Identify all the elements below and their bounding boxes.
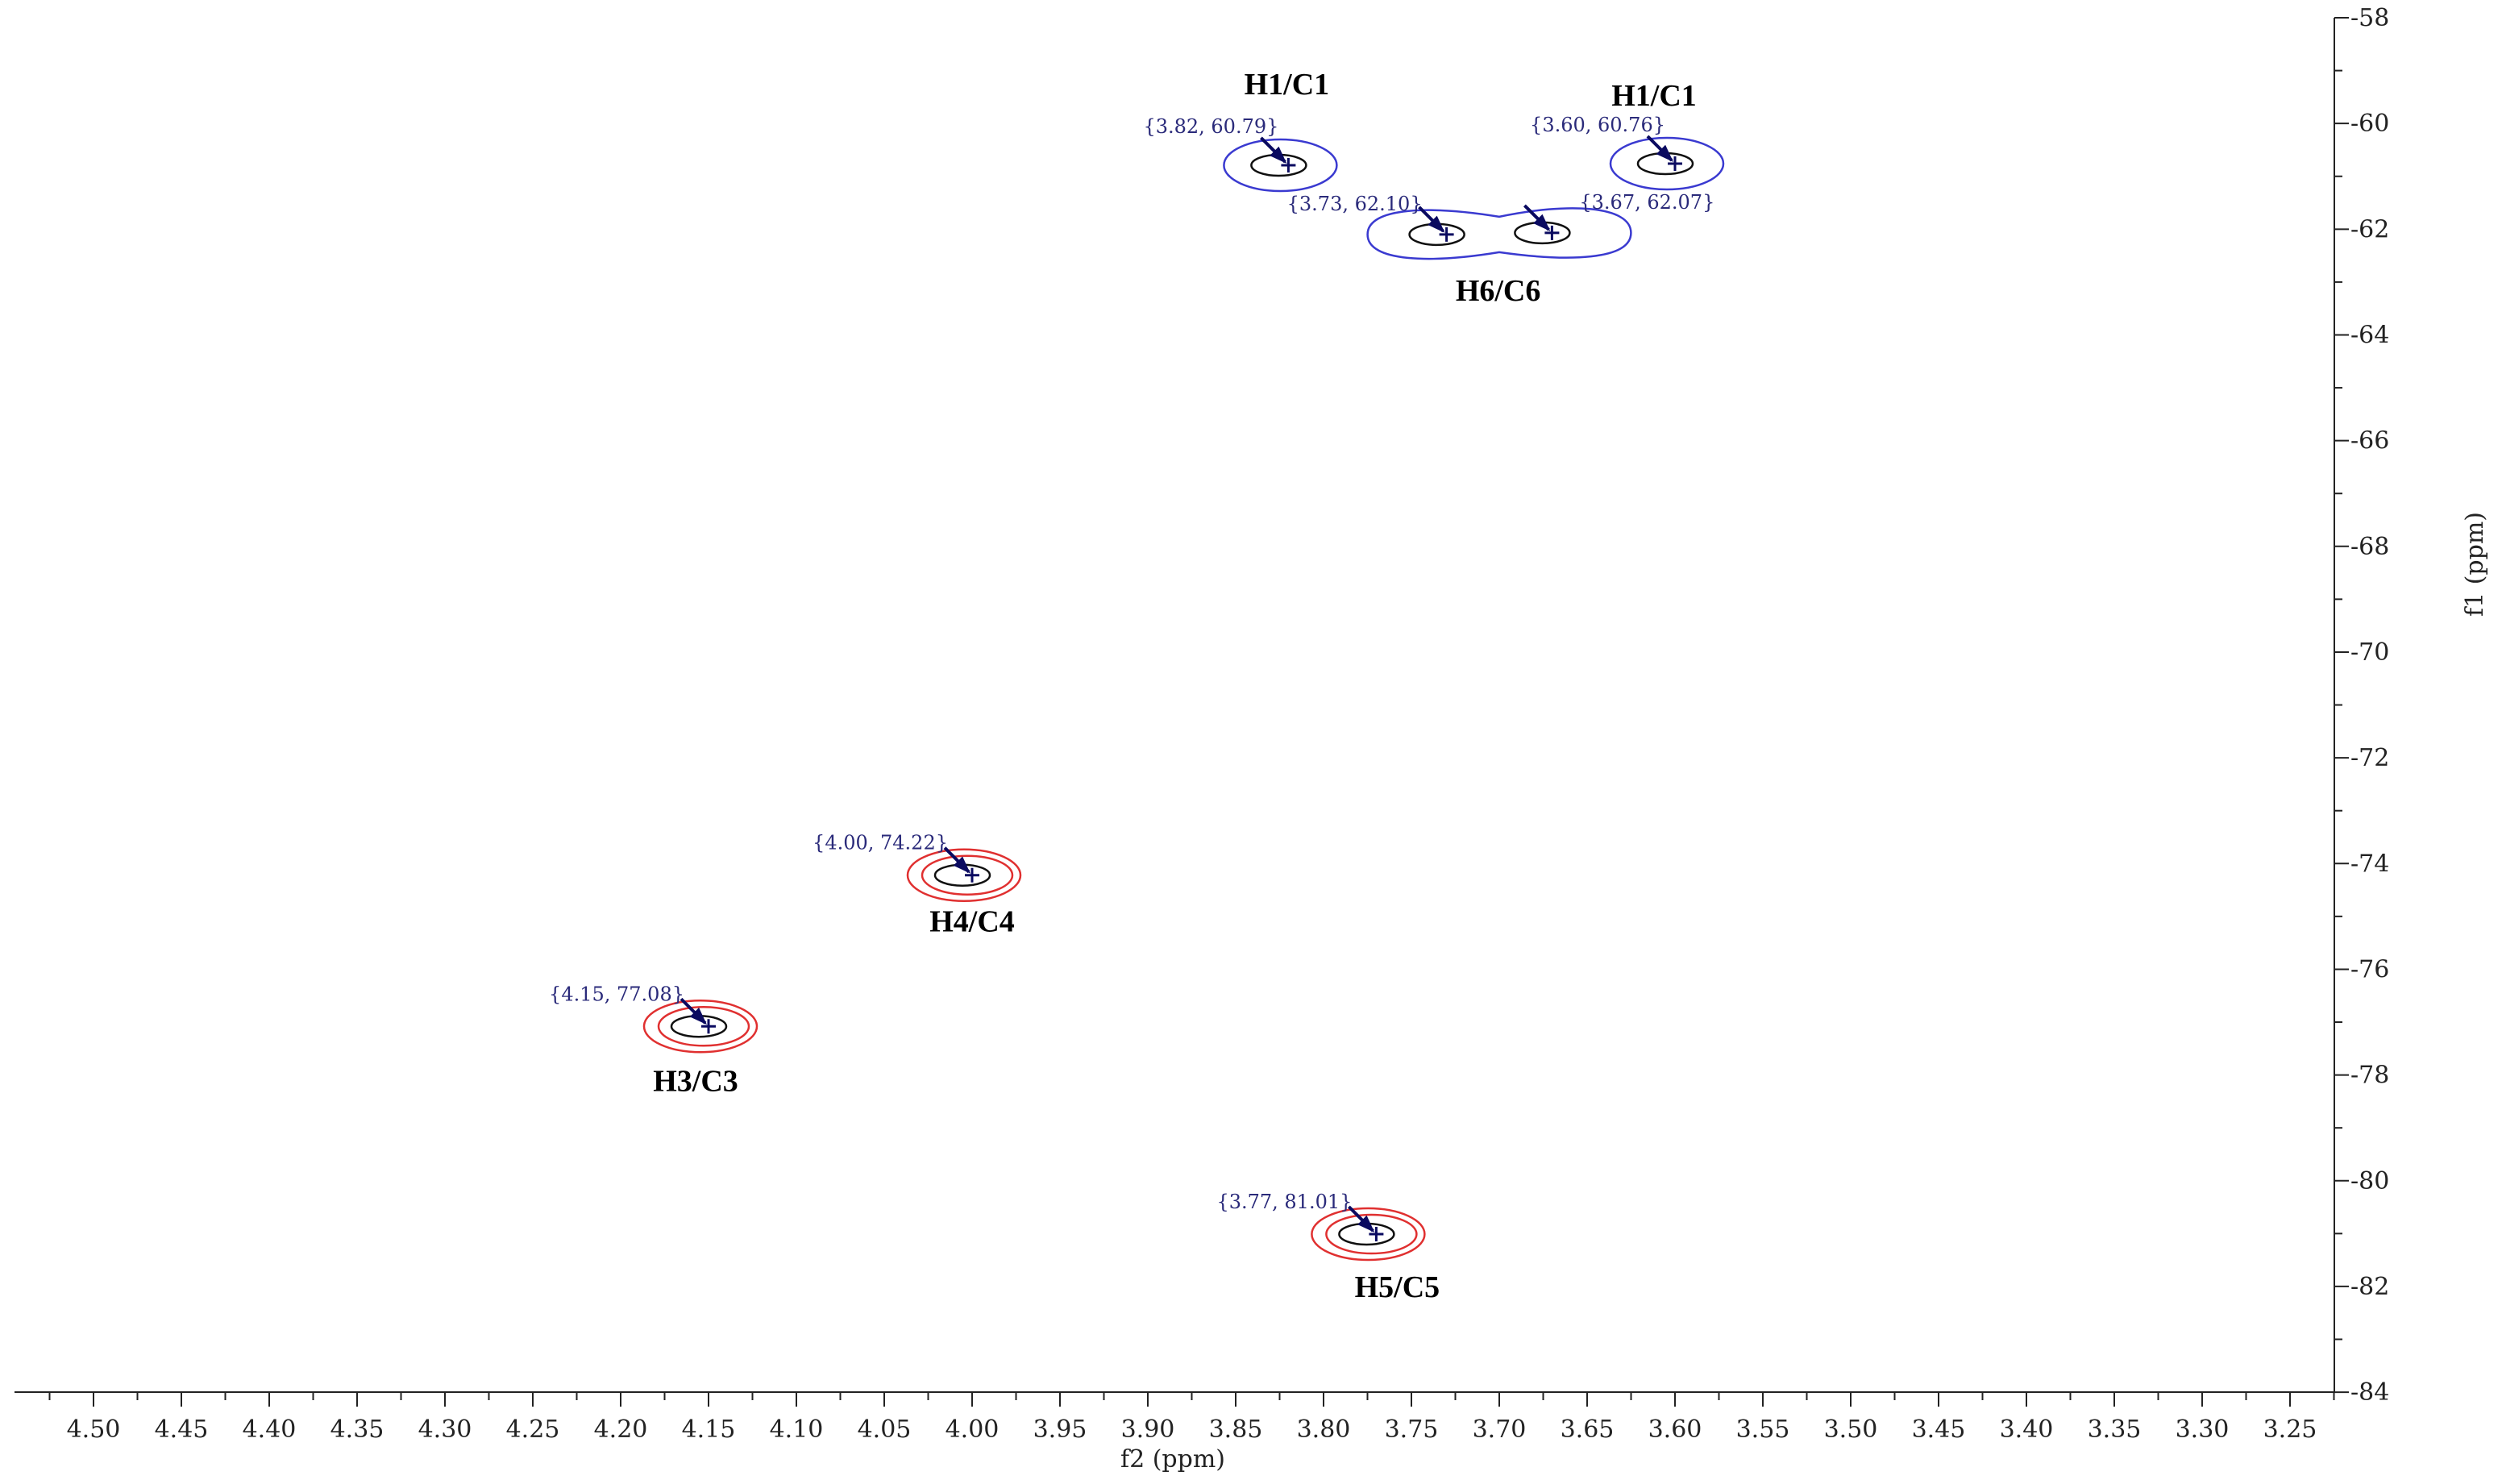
x-tick-label: 3.45 xyxy=(1912,1415,1966,1444)
x-tick-label: 4.10 xyxy=(770,1415,824,1444)
contour-layer xyxy=(642,136,1725,1262)
y-tick-label: -58 xyxy=(2350,4,2389,32)
peak-coordinate-label: {3.73, 62.10} xyxy=(1287,193,1423,215)
contour-middle xyxy=(1325,1213,1418,1255)
peak-coordinate-label: {3.60, 60.76} xyxy=(1530,114,1665,136)
x-tick-label: 4.35 xyxy=(330,1415,384,1444)
x-tick-label: 3.80 xyxy=(1297,1415,1351,1444)
y-tick-label: -80 xyxy=(2350,1167,2389,1195)
peak-coordinate-label: {3.82, 60.79} xyxy=(1143,115,1278,138)
peak-assignment-label: H1/C1 xyxy=(1611,79,1697,113)
peak-assignment-label: H3/C3 xyxy=(653,1064,738,1098)
y-tick-label: -72 xyxy=(2350,744,2389,772)
x-tick-label: 3.85 xyxy=(1209,1415,1263,1444)
contour-middle xyxy=(657,1006,750,1047)
x-tick-label: 4.25 xyxy=(506,1415,560,1444)
y-tick-label: -60 xyxy=(2350,110,2389,138)
x-axis-title: f2 (ppm) xyxy=(1120,1445,1225,1474)
x-tick-label: 3.55 xyxy=(1736,1415,1790,1444)
x-tick-label: 3.75 xyxy=(1385,1415,1439,1444)
contour-outer xyxy=(1311,1207,1426,1262)
x-tick-label: 3.95 xyxy=(1033,1415,1087,1444)
x-axis: 4.50 4.45 4.40 4.35 4.30 4.25 4.20 4.15 4.10 4.05… xyxy=(15,1391,2335,1444)
y-tick-label: -82 xyxy=(2350,1273,2389,1301)
peak-pointer-arrowhead xyxy=(953,856,970,874)
x-tick-label: 4.30 xyxy=(418,1415,472,1444)
x-tick-label: 4.50 xyxy=(67,1415,121,1444)
peak-pointer-arrowhead xyxy=(1656,144,1673,163)
y-tick-label: -66 xyxy=(2350,427,2389,455)
y-tick-label: -62 xyxy=(2350,215,2389,243)
peak-pointer-arrowhead xyxy=(1270,146,1287,164)
x-tick-label: 3.60 xyxy=(1648,1415,1702,1444)
y-tick-label: -76 xyxy=(2350,955,2389,983)
peak-assignment-label: H6/C6 xyxy=(1456,274,1541,308)
x-tick-label: 3.30 xyxy=(2176,1415,2230,1444)
y-axis-title: f1 (ppm) xyxy=(2461,512,2489,617)
contour-outer-h6-c6 xyxy=(1366,207,1632,260)
peak-coordinate-label: {3.77, 81.01} xyxy=(1216,1191,1352,1213)
y-tick-label: -64 xyxy=(2350,321,2389,349)
peak-pointer-arrowhead xyxy=(689,1008,707,1025)
x-tick-label: 4.05 xyxy=(858,1415,912,1444)
x-tick-label: 3.70 xyxy=(1473,1415,1527,1444)
x-tick-label: 4.00 xyxy=(946,1415,1000,1444)
y-tick-label: -70 xyxy=(2350,638,2389,667)
contour-outer xyxy=(1223,138,1338,193)
annotation-layer: {3.82, 60.79}H1/C1{3.60, 60.76}H1/C1{3.7… xyxy=(549,68,1714,1304)
x-tick-label: 3.40 xyxy=(2000,1415,2054,1444)
x-tick-label: 3.90 xyxy=(1121,1415,1175,1444)
peak-assignment-label: H1/C1 xyxy=(1245,68,1330,102)
x-tick-label: 3.65 xyxy=(1561,1415,1615,1444)
x-tick-label: 3.35 xyxy=(2088,1415,2142,1444)
peak-coordinate-label: {4.00, 74.22} xyxy=(813,832,948,854)
x-tick-label: 4.20 xyxy=(594,1415,648,1444)
peak-coordinate-label: {3.67, 62.07} xyxy=(1579,191,1714,214)
x-tick-label: 4.45 xyxy=(155,1415,209,1444)
peak-assignment-label: H4/C4 xyxy=(929,905,1015,939)
y-tick-label: -74 xyxy=(2350,850,2389,878)
contour-outer xyxy=(642,1000,758,1054)
peak-pointer-arrowhead xyxy=(1428,215,1445,233)
contour-middle xyxy=(921,854,1014,896)
x-tick-label: 3.25 xyxy=(2263,1415,2317,1444)
contour-outer xyxy=(906,848,1022,902)
y-tick-label: -68 xyxy=(2350,533,2389,561)
peak-pointer-arrowhead xyxy=(1357,1215,1375,1233)
x-tick-label: 4.15 xyxy=(682,1415,736,1444)
marker-layer xyxy=(680,135,1682,1241)
y-tick-label: -78 xyxy=(2350,1062,2389,1090)
y-tick-label: -84 xyxy=(2350,1378,2389,1407)
peak-coordinate-label: {4.15, 77.08} xyxy=(549,983,684,1005)
y-axis: -58 -60 -62 -64 -66 -68 -70 -72 -74 -76 -78 -80 -82 -… xyxy=(2334,4,2389,1407)
contour-outer xyxy=(1609,136,1725,191)
peak-pointer-arrowhead xyxy=(1533,214,1551,231)
x-tick-label: 4.40 xyxy=(243,1415,297,1444)
peak-assignment-label: H5/C5 xyxy=(1355,1270,1440,1304)
x-tick-label: 3.50 xyxy=(1824,1415,1878,1444)
